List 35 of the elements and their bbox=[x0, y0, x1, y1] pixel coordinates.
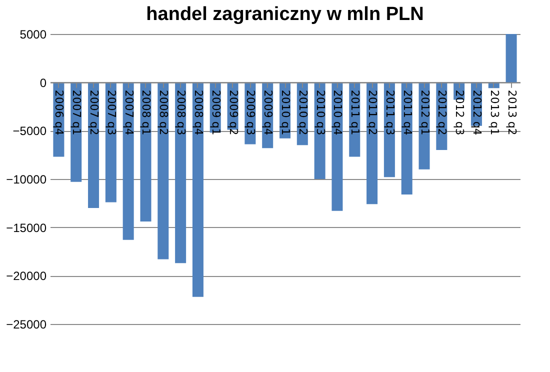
x-tick-label: 2006 q4 bbox=[52, 90, 66, 136]
x-tick-label: 2010 q3 bbox=[314, 90, 327, 136]
x-tick-label: 2010 q4 bbox=[331, 90, 344, 136]
y-tick-label: −10000 bbox=[6, 172, 47, 186]
x-tick-label: 2009 q1 bbox=[209, 90, 222, 136]
x-tick-label: 2008 q3 bbox=[174, 90, 188, 136]
x-tick-label: 2007 q3 bbox=[104, 90, 118, 136]
y-tick-label: 0 bbox=[40, 76, 47, 90]
x-tick-label: 2008 q2 bbox=[157, 90, 170, 136]
x-tick-label: 2010 q1 bbox=[279, 90, 292, 136]
x-tick-label: 2009 q4 bbox=[262, 90, 275, 136]
y-tick-label: −5000 bbox=[12, 124, 47, 138]
x-tick-label: 2011 q4 bbox=[400, 90, 414, 136]
y-tick-label: −15000 bbox=[6, 220, 47, 235]
x-tick-label: 2009 q3 bbox=[244, 90, 258, 136]
y-tick-label: 5000 bbox=[20, 28, 47, 42]
x-tick-label: 2012 q3 bbox=[453, 90, 466, 136]
x-tick-label: 2009 q2 bbox=[226, 90, 240, 136]
x-tick-label: 2012 q1 bbox=[418, 90, 432, 136]
x-tick-label: 2011 q2 bbox=[366, 90, 380, 136]
y-tick-label: −25000 bbox=[6, 318, 47, 332]
x-tick-label: 2013 q2 bbox=[505, 90, 518, 136]
x-tick-label: 2011 q1 bbox=[348, 90, 362, 136]
x-tick-label: 2007 q2 bbox=[88, 90, 101, 136]
x-tick-label: 2010 q2 bbox=[296, 90, 310, 136]
x-tick-label: 2011 q3 bbox=[383, 90, 396, 136]
x-tick-label: 2013 q1 bbox=[488, 90, 501, 136]
x-tick-label: 2012 q2 bbox=[436, 90, 449, 136]
x-tick-label: 2007 q4 bbox=[122, 90, 136, 136]
x-tick-label: 2008 q1 bbox=[140, 90, 153, 136]
y-tick-label: −20000 bbox=[6, 269, 47, 284]
x-tick-label: 2012 q4 bbox=[470, 90, 484, 136]
chart-title: handel zagraniczny w mln PLN bbox=[146, 4, 424, 25]
x-tick-label: 2007 q1 bbox=[70, 90, 84, 136]
x-tick-label: 2008 q4 bbox=[192, 90, 205, 136]
